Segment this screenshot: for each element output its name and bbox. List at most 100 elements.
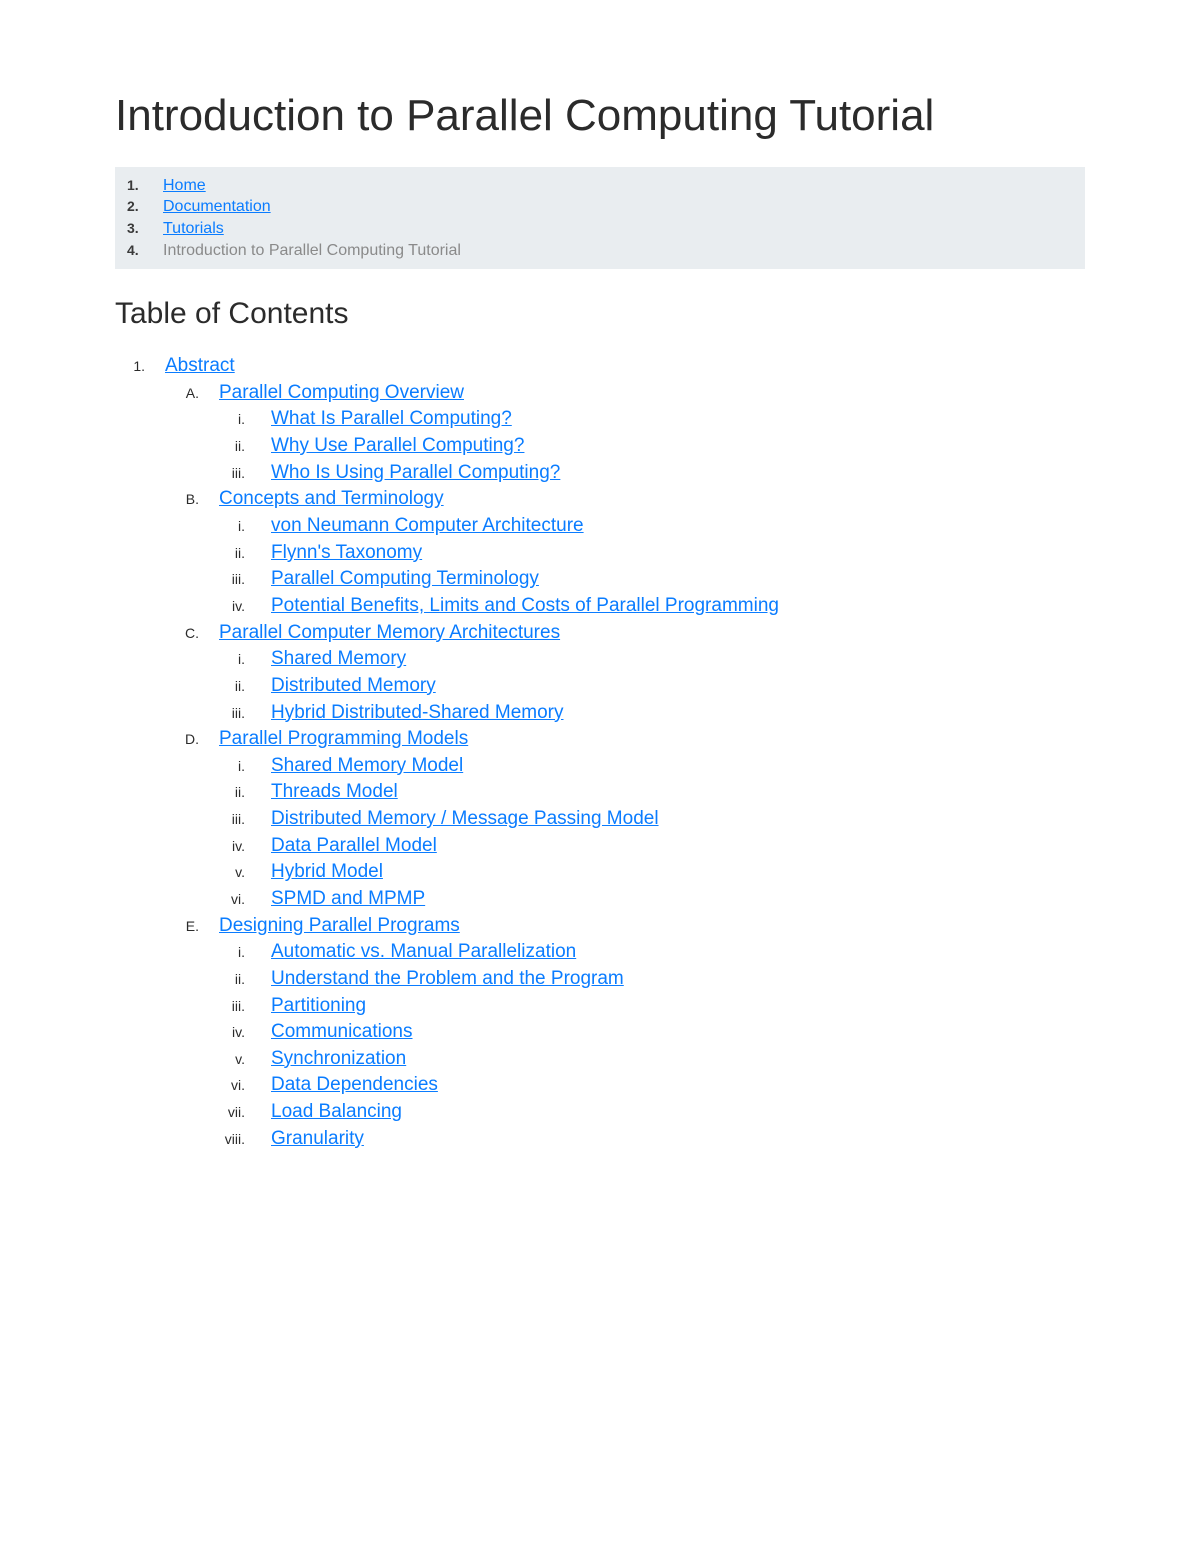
toc-item: iv.Potential Benefits, Limits and Costs …: [115, 593, 1085, 619]
toc-link[interactable]: Parallel Computer Memory Architectures: [219, 620, 560, 646]
toc-marker: ii.: [115, 544, 271, 563]
toc-link[interactable]: Data Parallel Model: [271, 833, 437, 859]
breadcrumb-link[interactable]: Tutorials: [163, 218, 224, 240]
toc-section: D.Parallel Programming Models: [115, 726, 1085, 752]
toc-link[interactable]: Designing Parallel Programs: [219, 913, 460, 939]
toc-item: viii.Granularity: [115, 1126, 1085, 1152]
toc-item: iv.Data Parallel Model: [115, 833, 1085, 859]
toc-item: i.What Is Parallel Computing?: [115, 406, 1085, 432]
toc-section: B.Concepts and Terminology: [115, 486, 1085, 512]
toc-link[interactable]: Communications: [271, 1019, 413, 1045]
toc-marker: iii.: [115, 570, 271, 589]
toc-link[interactable]: Shared Memory: [271, 646, 406, 672]
toc-link[interactable]: Flynn's Taxonomy: [271, 540, 422, 566]
toc-item: vi.SPMD and MPMP: [115, 886, 1085, 912]
page-title: Introduction to Parallel Computing Tutor…: [115, 90, 1085, 143]
toc-section: A.Parallel Computing Overview: [115, 380, 1085, 406]
toc-marker: i.: [115, 757, 271, 776]
table-of-contents: 1. Abstract A.Parallel Computing Overvie…: [115, 353, 1085, 1151]
toc-marker: ii.: [115, 970, 271, 989]
toc-marker: i.: [115, 517, 271, 536]
toc-link[interactable]: Granularity: [271, 1126, 364, 1152]
toc-item: iii.Who Is Using Parallel Computing?: [115, 460, 1085, 486]
toc-item: ii.Distributed Memory: [115, 673, 1085, 699]
breadcrumb-number: 4.: [127, 241, 163, 260]
toc-level1: 1. Abstract: [115, 353, 1085, 379]
toc-marker: v.: [115, 863, 271, 882]
toc-heading: Table of Contents: [115, 297, 1085, 331]
breadcrumb-link[interactable]: Home: [163, 175, 206, 197]
toc-link[interactable]: Understand the Problem and the Program: [271, 966, 624, 992]
breadcrumb-number: 1.: [127, 176, 163, 195]
toc-link[interactable]: Parallel Computing Terminology: [271, 566, 539, 592]
toc-link[interactable]: Distributed Memory / Message Passing Mod…: [271, 806, 659, 832]
toc-marker: ii.: [115, 783, 271, 802]
toc-link[interactable]: Parallel Programming Models: [219, 726, 468, 752]
toc-item: iii.Hybrid Distributed-Shared Memory: [115, 700, 1085, 726]
toc-item: i.Automatic vs. Manual Parallelization: [115, 939, 1085, 965]
toc-item: v.Hybrid Model: [115, 859, 1085, 885]
toc-marker: viii.: [115, 1130, 271, 1149]
toc-link[interactable]: Potential Benefits, Limits and Costs of …: [271, 593, 779, 619]
toc-link[interactable]: Partitioning: [271, 993, 366, 1019]
toc-link[interactable]: Threads Model: [271, 779, 398, 805]
toc-item: i.Shared Memory: [115, 646, 1085, 672]
toc-marker: vii.: [115, 1103, 271, 1122]
toc-item: iii.Distributed Memory / Message Passing…: [115, 806, 1085, 832]
toc-link[interactable]: Why Use Parallel Computing?: [271, 433, 524, 459]
breadcrumb-item: 1.Home: [127, 175, 1073, 197]
toc-item: vi.Data Dependencies: [115, 1072, 1085, 1098]
toc-marker: ii.: [115, 437, 271, 456]
toc-link[interactable]: Hybrid Model: [271, 859, 383, 885]
toc-marker: vi.: [115, 1076, 271, 1095]
toc-link[interactable]: What Is Parallel Computing?: [271, 406, 512, 432]
toc-link[interactable]: SPMD and MPMP: [271, 886, 425, 912]
toc-link[interactable]: Automatic vs. Manual Parallelization: [271, 939, 576, 965]
toc-marker: i.: [115, 943, 271, 962]
toc-marker: i.: [115, 410, 271, 429]
toc-marker: v.: [115, 1050, 271, 1069]
toc-link[interactable]: Who Is Using Parallel Computing?: [271, 460, 560, 486]
toc-marker: iv.: [115, 597, 271, 616]
toc-link[interactable]: Parallel Computing Overview: [219, 380, 464, 406]
toc-marker: D.: [115, 730, 219, 749]
toc-marker: A.: [115, 384, 219, 403]
toc-marker: i.: [115, 650, 271, 669]
toc-marker: 1.: [115, 357, 165, 376]
breadcrumb-number: 2.: [127, 197, 163, 216]
toc-marker: iii.: [115, 464, 271, 483]
toc-link[interactable]: von Neumann Computer Architecture: [271, 513, 584, 539]
toc-link[interactable]: Distributed Memory: [271, 673, 436, 699]
breadcrumb: 1.Home2.Documentation3.Tutorials4.Introd…: [115, 167, 1085, 269]
toc-item: vii.Load Balancing: [115, 1099, 1085, 1125]
toc-item: ii.Why Use Parallel Computing?: [115, 433, 1085, 459]
toc-item: v.Synchronization: [115, 1046, 1085, 1072]
toc-marker: B.: [115, 490, 219, 509]
toc-link[interactable]: Concepts and Terminology: [219, 486, 444, 512]
toc-marker: vi.: [115, 890, 271, 909]
toc-marker: E.: [115, 917, 219, 936]
toc-link[interactable]: Hybrid Distributed-Shared Memory: [271, 700, 564, 726]
toc-marker: C.: [115, 624, 219, 643]
toc-item: i.von Neumann Computer Architecture: [115, 513, 1085, 539]
toc-link[interactable]: Shared Memory Model: [271, 753, 463, 779]
toc-link[interactable]: Synchronization: [271, 1046, 406, 1072]
toc-item: iii.Partitioning: [115, 993, 1085, 1019]
toc-item: ii.Flynn's Taxonomy: [115, 540, 1085, 566]
toc-marker: iii.: [115, 704, 271, 723]
toc-section: E.Designing Parallel Programs: [115, 913, 1085, 939]
toc-link[interactable]: Data Dependencies: [271, 1072, 438, 1098]
toc-marker: iii.: [115, 810, 271, 829]
breadcrumb-item: 3.Tutorials: [127, 218, 1073, 240]
toc-item: ii.Understand the Problem and the Progra…: [115, 966, 1085, 992]
toc-item: iii.Parallel Computing Terminology: [115, 566, 1085, 592]
toc-item: i.Shared Memory Model: [115, 753, 1085, 779]
toc-marker: iii.: [115, 997, 271, 1016]
toc-marker: ii.: [115, 677, 271, 696]
toc-marker: iv.: [115, 837, 271, 856]
toc-marker: iv.: [115, 1023, 271, 1042]
toc-link[interactable]: Load Balancing: [271, 1099, 402, 1125]
breadcrumb-number: 3.: [127, 219, 163, 238]
breadcrumb-link[interactable]: Documentation: [163, 196, 271, 218]
toc-link-abstract[interactable]: Abstract: [165, 353, 235, 379]
